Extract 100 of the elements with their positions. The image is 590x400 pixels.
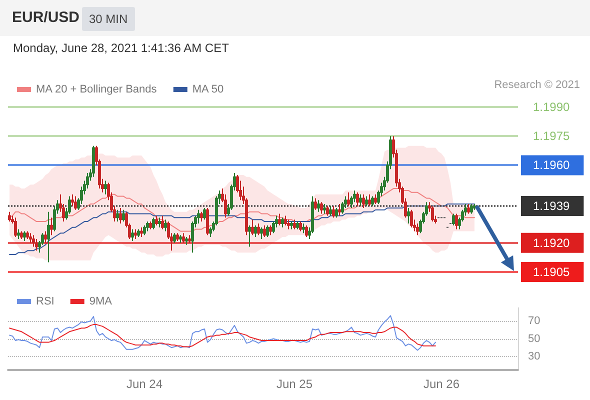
candlestick — [290, 221, 293, 230]
candlestick — [92, 145, 95, 178]
candlestick — [8, 211, 11, 222]
candlestick — [50, 217, 53, 236]
candlestick — [368, 194, 371, 206]
candlestick — [410, 209, 413, 228]
x-tick-label: Jun 24 — [126, 376, 163, 391]
candlestick — [455, 213, 458, 230]
y-tick-label: 1.1990 — [533, 100, 570, 114]
candlestick — [263, 224, 266, 238]
candlestick — [35, 238, 38, 252]
candlestick — [305, 224, 308, 238]
y-tick-label: 1.1975 — [533, 129, 570, 144]
candlestick — [185, 236, 188, 246]
candlestick — [14, 217, 17, 238]
candlestick — [116, 209, 119, 222]
candlestick — [356, 192, 359, 206]
candlestick — [359, 194, 362, 206]
candlestick — [197, 209, 200, 224]
candlestick — [20, 230, 23, 240]
candlestick — [332, 206, 335, 218]
candlestick — [362, 194, 365, 208]
candlestick — [149, 221, 152, 230]
candlestick — [161, 215, 164, 230]
candlestick — [203, 207, 206, 220]
candlestick — [155, 215, 158, 226]
candlestick — [374, 194, 377, 205]
candlestick — [329, 206, 332, 216]
y-tick-label: 1.1960 — [533, 158, 570, 172]
candlestick — [17, 228, 20, 240]
candlestick — [431, 206, 434, 222]
candlestick — [164, 219, 167, 232]
candlestick — [158, 217, 161, 228]
candlestick — [248, 224, 251, 248]
candlestick — [299, 221, 302, 232]
candlestick — [371, 196, 374, 206]
candlestick — [281, 217, 284, 228]
candlestick — [74, 196, 77, 210]
candlestick — [317, 200, 320, 212]
y-tick-label: 1.1905 — [533, 265, 570, 279]
candlestick — [314, 198, 317, 210]
candlestick — [278, 213, 281, 226]
candlestick — [26, 230, 29, 240]
x-tick-label: Jun 26 — [423, 376, 460, 391]
legend-label: MA 20 + Bollinger Bands — [36, 84, 158, 96]
candlestick — [182, 232, 185, 244]
legend-label: 9MA — [89, 296, 113, 308]
candlestick — [320, 202, 323, 214]
y-tick-label: 1.1920 — [533, 236, 570, 250]
candlestick — [122, 209, 125, 222]
candlestick — [140, 226, 143, 238]
legend-label: RSI — [36, 296, 54, 308]
candlestick — [347, 192, 350, 206]
candlestick — [71, 194, 74, 206]
y-tick-label: 1.1939 — [533, 199, 570, 213]
line-series — [9, 188, 475, 232]
candlestick — [176, 232, 179, 242]
candlestick — [260, 226, 263, 240]
chart-subtitle: Monday, June 28, 2021 1:41:36 AM CET — [13, 41, 229, 55]
candlestick — [467, 204, 470, 214]
y-tick-label: 70 — [528, 315, 540, 328]
candlestick — [284, 215, 287, 226]
line-series — [9, 324, 436, 348]
y-tick-label: 30 — [528, 350, 540, 362]
candlestick — [338, 204, 341, 216]
candlestick — [131, 228, 134, 242]
candlestick — [266, 224, 269, 238]
candlestick — [179, 234, 182, 244]
candlestick — [200, 211, 203, 222]
candlestick — [470, 204, 473, 214]
candlestick — [188, 234, 191, 244]
candlestick — [143, 224, 146, 236]
candlestick — [269, 224, 272, 236]
candlestick — [173, 232, 176, 244]
candlestick — [296, 221, 299, 230]
candlestick — [287, 219, 290, 230]
candlestick — [146, 221, 149, 232]
candlestick — [326, 206, 329, 216]
y-tick-label: 50 — [528, 332, 540, 345]
candlestick — [29, 232, 32, 244]
candlestick — [452, 213, 455, 226]
candlestick — [302, 222, 305, 234]
candlestick — [152, 217, 155, 230]
candlestick — [134, 228, 137, 240]
candlestick — [335, 207, 338, 218]
candlestick — [47, 211, 50, 263]
candlestick — [104, 180, 107, 195]
candlestick — [473, 204, 476, 210]
text: 30 MIN — [82, 7, 135, 31]
candlestick — [254, 224, 257, 238]
candlestick — [23, 230, 26, 242]
candlestick — [137, 228, 140, 238]
candlestick — [257, 222, 260, 236]
candlestick — [251, 219, 254, 236]
candlestick — [44, 230, 47, 244]
candlestick — [119, 207, 122, 224]
legend-label: MA 50 — [192, 84, 224, 96]
chart-title: EUR/USD — [12, 9, 80, 26]
candlestick — [323, 204, 326, 214]
text: Research © 2021 — [494, 79, 580, 91]
